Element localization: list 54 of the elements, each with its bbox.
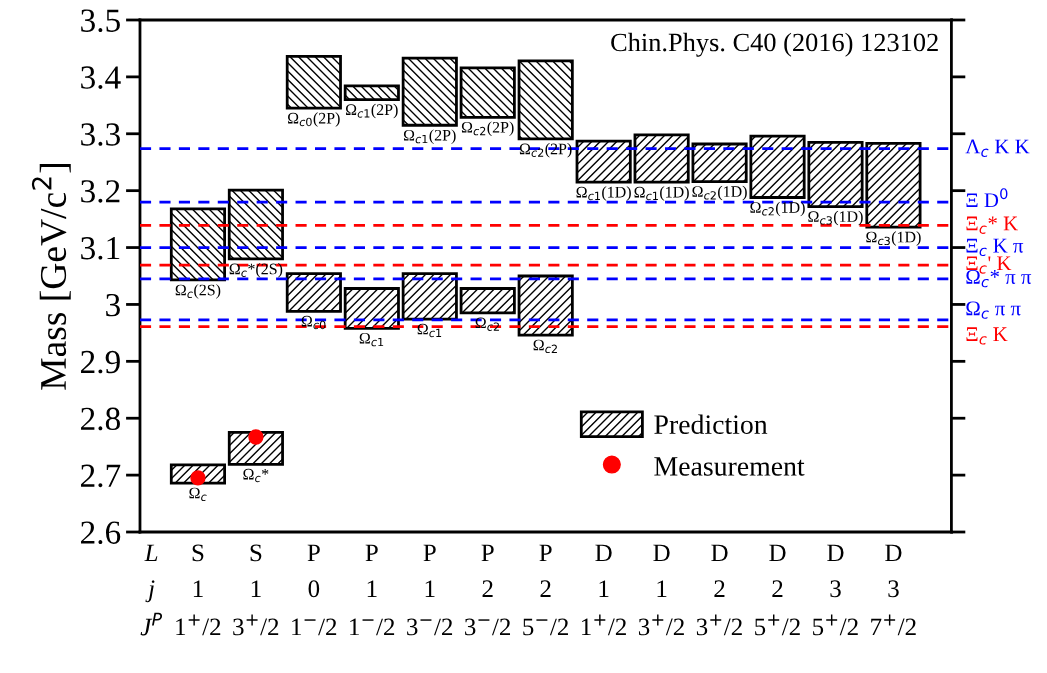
ref-line-label: Ξ$_{c}$ K	[966, 327, 1008, 345]
y-tick-label: 2.6	[81, 521, 121, 545]
x-tick-label: S 1 3$^{+}$/2	[233, 544, 279, 636]
annotation: Ω$_{c2}$(1D)	[750, 201, 805, 217]
annotation: Chin.Phys. C40 (2016) 123102	[611, 32, 938, 57]
y-tick-label: 3.4	[81, 66, 121, 89]
annotation: Ω$_{c2}$(2P)	[519, 143, 572, 158]
ref-line-label: Ξ D$^{0}$	[966, 188, 1008, 208]
y-tick-label: 2.8	[81, 407, 120, 431]
x-tick-label: P 1 3$^{−}$/2	[407, 544, 453, 636]
annotation: Ω$_{c2}$(2P)	[461, 121, 514, 136]
y-tick-label: 3.3	[81, 123, 120, 146]
x-tick-label: D 1 3$^{+}$/2	[638, 544, 684, 636]
ref-line-label: Ξ$_{c}$* K	[966, 216, 1018, 234]
x-tick-label: D 2 5$^{+}$/2	[755, 544, 800, 636]
text: j	[145, 580, 155, 603]
annotation: Ω$_{c1}$	[417, 323, 442, 338]
y-axis-title: Mass [GeV/c$^{2}$]	[31, 164, 71, 390]
x-tick-label: D 3 5$^{+}$/2	[813, 544, 858, 636]
legend-label: Prediction	[654, 414, 768, 435]
annotation: Ω$_{c0}$(2P)	[288, 112, 340, 127]
y-tick-label: 3.1	[81, 237, 120, 260]
annotation: Ω$_{c1}$(2P)	[403, 129, 456, 144]
y-tick-label: 3.5	[81, 9, 120, 33]
y-tick-label: 2.9	[81, 350, 120, 374]
y-tick-label: 3.2	[81, 180, 120, 203]
annotation: Ω$_{c1}$(1D)	[634, 186, 689, 201]
y-tick-label: 3	[106, 293, 120, 317]
annotation: Ω$_{c3}$(1D)	[866, 231, 921, 246]
annotation: Ω$_{c}$*	[243, 468, 269, 483]
annotation: Ω$_{c}$(2S)	[175, 284, 221, 299]
annotation: Ω$_{c2}$	[533, 339, 557, 354]
text: L	[144, 544, 158, 562]
annotation: Ω$_{c2}$(1D)	[692, 185, 747, 201]
annotation: Ω$_{c1}$(2P)	[345, 103, 398, 119]
text: J$^{P}$	[140, 612, 163, 636]
x-tick-label: D 3 7$^{+}$/2	[871, 544, 916, 636]
x-tick-label: S 1 1$^{+}$/2	[176, 544, 221, 636]
y-tick-label: 2.7	[81, 464, 121, 488]
annotation: Ω$_{c1}$(1D)	[576, 186, 631, 201]
annotation: Ω$_{c1}$	[359, 332, 384, 347]
x-tick-label: P 1 1$^{−}$/2	[350, 544, 395, 636]
x-tick-label: D 1 1$^{+}$/2	[581, 544, 626, 636]
x-tick-label: P 0 1$^{−}$/2	[292, 544, 337, 636]
ref-line-label: Λ$_{c}$ K K	[965, 139, 1030, 157]
annotation: Ω$_{c}$*(2S)	[229, 263, 283, 278]
x-tick-label: D 2 3$^{+}$/2	[696, 544, 742, 636]
annotation: Ω$_{c3}$(1D)	[808, 210, 863, 226]
ref-line-label: Ω$_{c}$ π π	[966, 301, 1021, 319]
annotation: Ω$_{c}$	[189, 487, 207, 501]
ref-line-label: Ξ$_{c}$ K π	[966, 238, 1024, 257]
x-tick-label: P 2 5$^{−}$/2	[523, 544, 568, 636]
legend-label: Measurement	[654, 457, 805, 476]
x-tick-label: P 2 3$^{−}$/2	[465, 544, 511, 636]
